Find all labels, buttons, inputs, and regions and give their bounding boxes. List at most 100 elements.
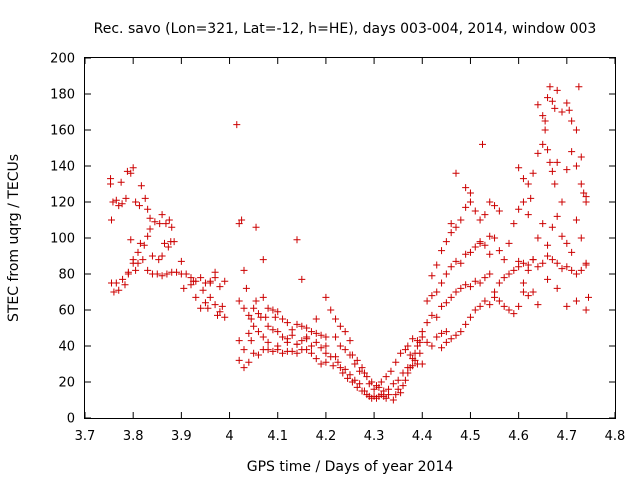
data-point: [519, 279, 527, 287]
data-point: [127, 169, 135, 177]
data-point: [544, 94, 552, 102]
data-point: [264, 322, 272, 330]
data-point: [544, 241, 552, 249]
data-point: [577, 153, 585, 161]
data-point: [211, 268, 219, 276]
data-point: [476, 302, 484, 310]
data-point: [466, 313, 474, 321]
data-point: [264, 304, 272, 312]
data-point: [135, 202, 143, 210]
data-point: [452, 288, 460, 296]
x-tick-label: 4.6: [508, 429, 529, 444]
data-point: [144, 232, 152, 240]
data-point: [269, 347, 277, 355]
data-point: [418, 328, 426, 336]
data-point: [406, 364, 414, 372]
data-point: [259, 256, 267, 264]
data-point: [235, 337, 243, 345]
data-point: [312, 338, 320, 346]
data-point: [146, 214, 154, 222]
data-point: [544, 252, 552, 260]
data-point: [553, 284, 561, 292]
data-point: [534, 149, 542, 157]
data-point: [544, 275, 552, 283]
data-point: [254, 310, 262, 318]
data-point: [572, 162, 580, 170]
x-tick-label: 4.1: [267, 429, 288, 444]
data-point: [447, 293, 455, 301]
data-point: [387, 367, 395, 375]
data-point: [515, 302, 523, 310]
y-tick-label: 80: [58, 268, 75, 283]
data-point: [148, 252, 156, 260]
data-point: [356, 367, 364, 375]
data-point: [438, 329, 446, 337]
data-point: [471, 207, 479, 215]
data-point: [394, 376, 402, 384]
data-point: [117, 178, 125, 186]
data-point: [447, 220, 455, 228]
data-point: [206, 293, 214, 301]
data-point: [288, 347, 296, 355]
data-point: [204, 304, 212, 312]
data-point: [524, 266, 532, 274]
data-point: [394, 385, 402, 393]
data-point: [250, 322, 258, 330]
data-point: [341, 328, 349, 336]
data-point: [112, 279, 120, 287]
data-point: [201, 299, 209, 307]
data-point: [548, 256, 556, 264]
x-tick-label: 3.9: [171, 429, 192, 444]
data-point: [377, 378, 385, 386]
data-point: [298, 322, 306, 330]
data-point: [471, 243, 479, 251]
data-point: [565, 106, 573, 114]
data-point: [563, 239, 571, 247]
data-point: [486, 250, 494, 258]
data-point: [293, 320, 301, 328]
data-point: [568, 117, 576, 125]
data-point: [274, 328, 282, 336]
data-point: [247, 337, 255, 345]
data-point: [428, 272, 436, 280]
data-point: [500, 256, 508, 264]
data-point: [293, 349, 301, 357]
data-point: [134, 248, 142, 256]
data-point: [428, 342, 436, 350]
data-point: [546, 158, 554, 166]
data-point: [466, 198, 474, 206]
data-point: [298, 337, 306, 345]
data-point: [259, 333, 267, 341]
y-tick-label: 200: [50, 52, 75, 67]
data-point: [115, 286, 123, 294]
data-point: [452, 257, 460, 265]
x-tick-label: 4.3: [364, 429, 385, 444]
data-point: [481, 241, 489, 249]
data-point: [486, 198, 494, 206]
data-point: [553, 259, 561, 267]
data-point: [495, 297, 503, 305]
data-point: [413, 337, 421, 345]
data-point: [505, 306, 513, 314]
data-point: [462, 320, 470, 328]
data-point: [401, 346, 409, 354]
data-point: [433, 288, 441, 296]
data-point: [240, 266, 248, 274]
data-point: [442, 328, 450, 336]
data-point: [158, 252, 166, 260]
data-point: [572, 270, 580, 278]
data-point: [481, 211, 489, 219]
data-point: [481, 274, 489, 282]
data-point: [307, 328, 315, 336]
data-point: [360, 369, 368, 377]
data-point: [519, 288, 527, 296]
data-point: [322, 349, 330, 357]
data-point: [541, 126, 549, 134]
data-point: [442, 238, 450, 246]
data-point: [356, 380, 364, 388]
data-point: [401, 376, 409, 384]
data-point: [164, 243, 172, 251]
data-point: [235, 356, 243, 364]
data-point: [334, 358, 342, 366]
